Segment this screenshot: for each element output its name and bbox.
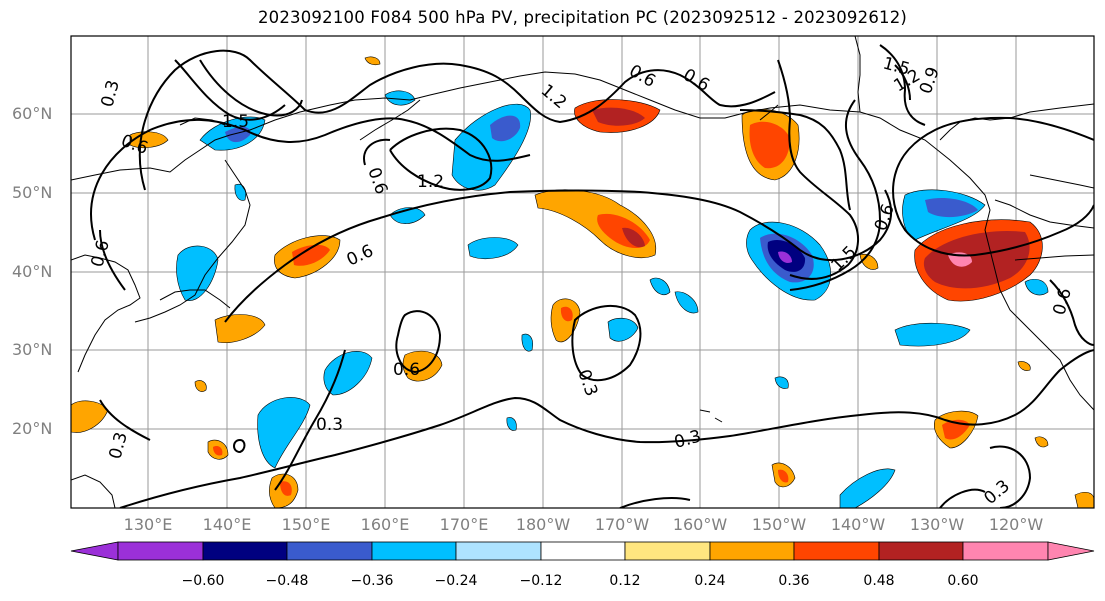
map-frame [70, 35, 1095, 509]
contour-label: 0.6 [363, 165, 391, 197]
colorbar-tick-label: 0.24 [694, 573, 726, 589]
lon-label: 150°E [281, 515, 331, 534]
lon-label: 170°W [594, 515, 650, 534]
contour-label: 0.6 [871, 201, 899, 233]
lon-label: 150°W [751, 515, 807, 534]
colorbar-tick-label: −0.24 [434, 573, 478, 589]
colorbar-tick-label: 0.36 [778, 573, 810, 589]
contour-label: 0.6 [393, 360, 420, 380]
lon-label: 160°E [360, 515, 410, 534]
colorbar-tick-label: −0.12 [519, 573, 563, 589]
precip-negative-shading [176, 90, 1049, 508]
lon-label: 120°W [988, 515, 1044, 534]
lat-label: 50°N [12, 183, 53, 202]
lon-label: 130°E [123, 515, 173, 534]
contour-label: 0.6 [118, 131, 150, 159]
contour-label: 1.2 [417, 172, 444, 192]
contour-label: 0.3 [980, 476, 1014, 509]
lat-label: 60°N [12, 104, 53, 123]
lat-label: 20°N [12, 419, 53, 438]
colorbar-tick-label: −0.60 [181, 573, 225, 589]
lon-label: 140°E [202, 515, 252, 534]
contour-label: 0.3 [106, 430, 132, 461]
map-title: 2023092100 F084 500 hPa PV, precipitatio… [257, 8, 908, 27]
contour-label: 0.6 [680, 65, 713, 96]
lon-label: 140°W [830, 515, 886, 534]
contour-label: 0.6 [626, 61, 659, 92]
contour-label: 0.3 [98, 78, 124, 109]
colorbar-extend-high [1047, 541, 1095, 561]
lat-label: 40°N [12, 262, 53, 281]
contour-label: 1.5 [827, 242, 860, 275]
contour-label: 0.3 [316, 415, 343, 435]
colorbar-tick-label: 0.60 [947, 573, 979, 589]
colorbar [70, 541, 1095, 561]
precip-positive-shading [71, 56, 1094, 508]
pv-contours [90, 44, 1094, 508]
lon-label: 170°E [439, 515, 489, 534]
contour-label: 0.6 [1050, 286, 1076, 317]
contour-label: 0.9 [916, 64, 944, 96]
contour-label: 0.6 [88, 238, 114, 269]
contour-label: 1.5 [222, 112, 249, 132]
lon-label: 160°W [672, 515, 728, 534]
lon-label: 130°W [909, 515, 965, 534]
contour-label: 0.6 [344, 241, 377, 271]
contour-label: 0.3 [672, 427, 703, 453]
lon-label: 180°W [515, 515, 571, 534]
lat-label: 30°N [12, 340, 53, 359]
contour-label: 0.3 [573, 367, 601, 399]
colorbar-tick-label: −0.48 [265, 573, 309, 589]
contour-label: 1.2 [537, 81, 571, 114]
colorbar-tick-label: 0.12 [609, 573, 641, 589]
colorbar-tick-label: −0.36 [350, 573, 394, 589]
colorbar-tick-label: 0.48 [863, 573, 895, 589]
